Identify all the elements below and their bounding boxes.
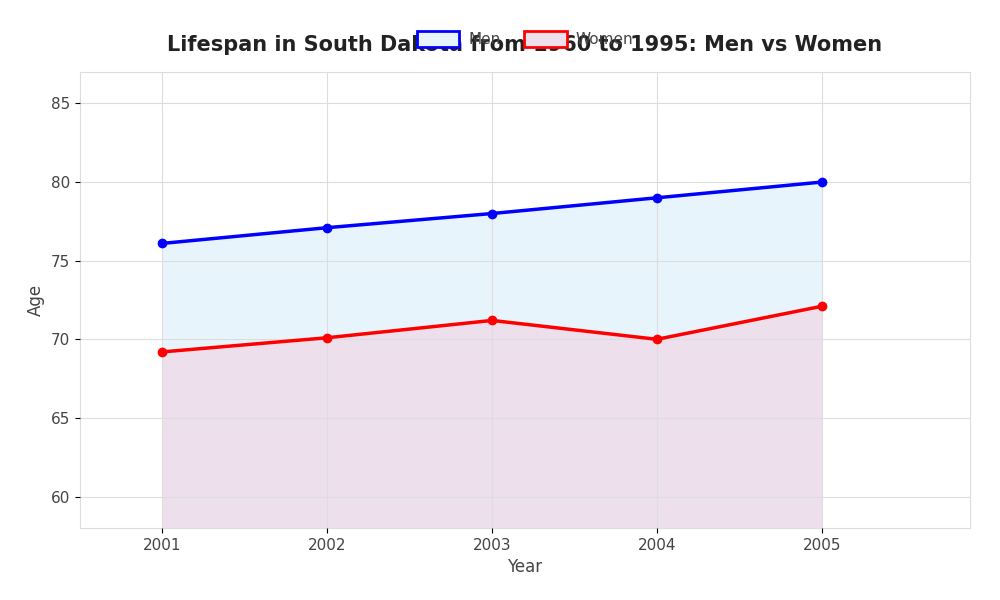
Women bbox=[651, 336, 663, 343]
Legend: Men, Women: Men, Women bbox=[411, 25, 639, 53]
Women bbox=[156, 348, 168, 355]
Women bbox=[816, 302, 828, 310]
Title: Lifespan in South Dakota from 1960 to 1995: Men vs Women: Lifespan in South Dakota from 1960 to 19… bbox=[167, 35, 883, 55]
Men bbox=[321, 224, 333, 231]
Women bbox=[486, 317, 498, 324]
Women bbox=[321, 334, 333, 341]
X-axis label: Year: Year bbox=[507, 558, 543, 576]
Men bbox=[651, 194, 663, 202]
Line: Women: Women bbox=[158, 302, 826, 356]
Men bbox=[486, 210, 498, 217]
Men bbox=[816, 178, 828, 185]
Y-axis label: Age: Age bbox=[27, 284, 45, 316]
Men bbox=[156, 240, 168, 247]
Line: Men: Men bbox=[158, 178, 826, 248]
